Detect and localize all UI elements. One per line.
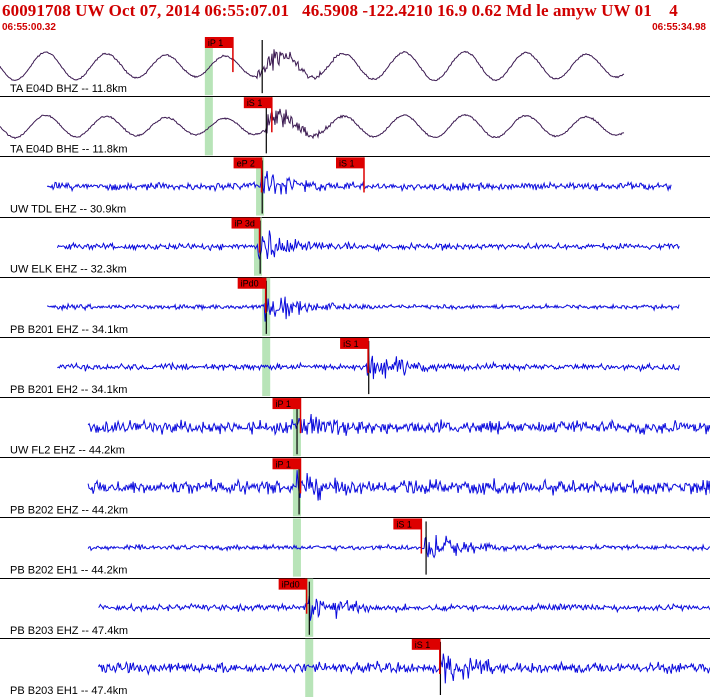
pick-label: iP 1 [208, 38, 223, 48]
pick-flag [272, 458, 301, 470]
pick-flag [204, 37, 233, 48]
analysis-window-band [204, 37, 213, 96]
station-label: PB B201 EHZ -- 34.1km [10, 324, 128, 336]
pick-label: iS 1 [339, 158, 355, 168]
pick-label: iPd0 [241, 279, 259, 289]
station-label: UW TDL EHZ -- 30.9km [10, 204, 126, 216]
waveform-trace [46, 170, 672, 195]
station-label: TA E04D BHZ -- 11.8km [10, 83, 127, 95]
waveform-trace [47, 296, 680, 322]
pick-label: iS 1 [415, 640, 431, 650]
header-bar: 60091708 UW Oct 07, 2014 06:55:07.01 46.… [0, 0, 710, 36]
pick-flag [393, 518, 422, 530]
waveform-trace [87, 470, 710, 501]
pick-flag [335, 157, 364, 169]
station-label: PB B203 EHZ -- 47.4km [10, 625, 128, 637]
station-label: PB B203 EH1 -- 47.4km [10, 685, 127, 697]
pick-flag [231, 217, 260, 229]
pick-flag [233, 157, 262, 169]
analysis-window-band [292, 458, 301, 517]
waveform-trace [97, 653, 710, 684]
start-time: 06:55:00.32 [2, 22, 56, 33]
waveform-trace [87, 413, 710, 436]
pick-flag [411, 638, 440, 650]
pick-label: eP 2 [237, 158, 255, 168]
pick-label: iS 1 [343, 339, 359, 349]
end-time: 06:55:34.98 [652, 22, 706, 33]
analysis-window-band [204, 97, 213, 156]
station-label: PB B201 EH2 -- 34.1km [10, 384, 127, 396]
pick-flag [272, 398, 301, 410]
station-label: UW ELK EHZ -- 32.3km [10, 264, 127, 276]
station-label: PB B202 EH1 -- 44.2km [10, 565, 127, 577]
waveform-trace [56, 230, 680, 260]
seismogram-panel: iP 1 TA E04D BHZ -- 11.8km iS 1 TA E04D BHE… [0, 37, 710, 697]
pick-label: iP 3d [235, 219, 255, 229]
waveform-trace [87, 534, 710, 559]
pick-flag [278, 578, 307, 590]
pick-label: iP 1 [275, 459, 290, 469]
station-label: TA E04D BHE -- 11.8km [10, 143, 128, 155]
pick-label: iS 1 [396, 519, 412, 529]
pick-label: iS 1 [247, 98, 263, 108]
event-title: 60091708 UW Oct 07, 2014 06:55:07.01 46.… [2, 1, 678, 20]
pick-label: iP 1 [275, 399, 290, 409]
pick-label: iPd0 [282, 580, 300, 590]
station-label: UW FL2 EHZ -- 44.2km [10, 444, 125, 456]
station-label: PB B202 EHZ -- 44.2km [10, 504, 128, 516]
waveform-trace [0, 49, 625, 82]
pick-flag [243, 97, 272, 109]
waveform-trace [98, 596, 710, 621]
pick-flag [237, 277, 266, 289]
analysis-window-band [305, 638, 314, 697]
waveform-trace [0, 108, 625, 140]
pick-flag [340, 337, 369, 349]
